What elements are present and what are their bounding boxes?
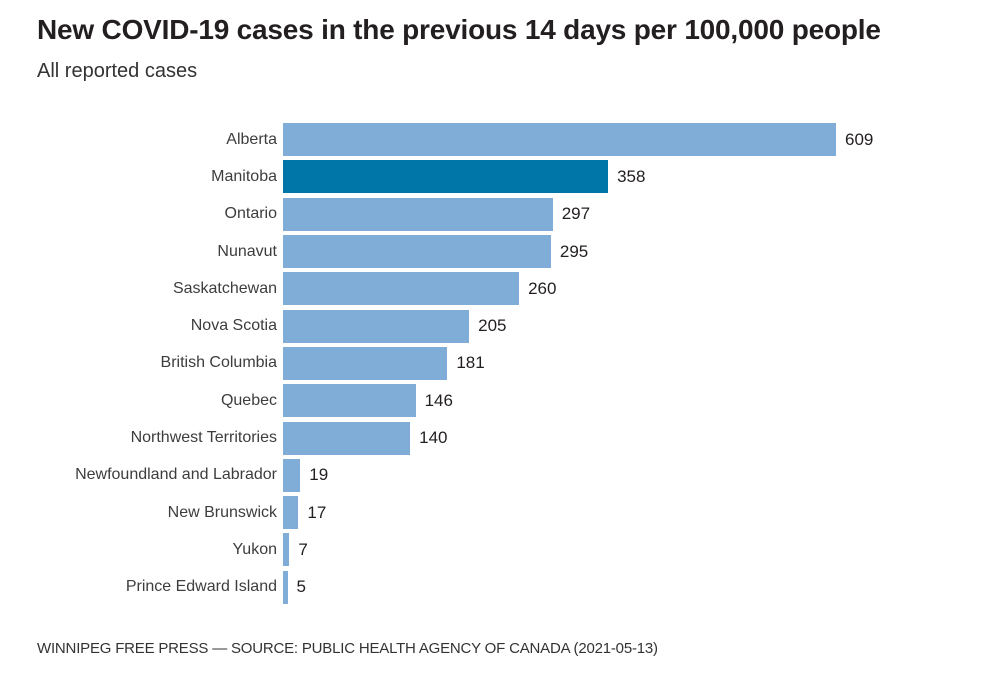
value-label: 609 (845, 129, 874, 149)
bar-highlighted (283, 160, 609, 194)
bar (283, 421, 411, 455)
bar-row: Newfoundland and Labrador 19 (0, 457, 1000, 494)
bar-rows: Alberta 609 Manitoba 358 Ontario 297 Nunavut 29… (0, 121, 1000, 606)
value-label: 140 (419, 428, 448, 448)
source-credit: WINNIPEG FREE PRESS — SOURCE: PUBLIC HEA… (37, 640, 658, 657)
value-label: 17 (307, 502, 327, 522)
bar (283, 384, 416, 418)
value-label: 19 (309, 465, 329, 485)
value-label: 260 (528, 278, 557, 298)
bar (283, 496, 299, 530)
value-label: 295 (559, 241, 589, 261)
category-label: Saskatchewan (172, 279, 277, 297)
bar (283, 123, 836, 157)
category-label: Alberta (226, 130, 277, 148)
category-label: Northwest Territories (130, 429, 277, 447)
bar (283, 570, 288, 604)
chart-subtitle: All reported cases (37, 60, 198, 82)
bar-row: Nunavut 295 (0, 233, 1000, 270)
bar-row: Yukon 7 (0, 531, 1000, 568)
value-label: 5 (296, 577, 306, 597)
bar-row: Manitoba 358 (0, 158, 1000, 195)
bar (283, 309, 470, 343)
value-label: 358 (617, 166, 646, 186)
category-label: Prince Edward Island (125, 578, 277, 596)
bar-row: Northwest Territories 140 (0, 419, 1000, 456)
category-label: Newfoundland and Labrador (75, 466, 277, 484)
category-label: New Brunswick (167, 503, 277, 521)
value-label: 205 (478, 316, 507, 336)
bar (283, 197, 553, 231)
bar-row: Saskatchewan 260 (0, 270, 1000, 307)
category-label: Nova Scotia (190, 317, 277, 335)
category-label: Yukon (232, 540, 277, 558)
bar-row: Ontario 297 (0, 196, 1000, 233)
category-label: Manitoba (211, 167, 277, 185)
bar (283, 272, 520, 306)
category-label: Ontario (224, 205, 277, 223)
category-label: British Columbia (160, 354, 277, 372)
bar-row: Prince Edward Island 5 (0, 569, 1000, 606)
bar (283, 458, 301, 492)
bar-row: British Columbia 181 (0, 345, 1000, 382)
bar-row: New Brunswick 17 (0, 494, 1000, 531)
value-label: 297 (561, 204, 591, 224)
bar-row: Quebec 146 (0, 382, 1000, 419)
value-label: 7 (298, 539, 308, 559)
category-label: Quebec (220, 391, 277, 409)
bar-row: Alberta 609 (0, 121, 1000, 158)
category-label: Nunavut (217, 242, 277, 260)
bar (283, 533, 290, 567)
value-label: 181 (456, 353, 485, 373)
bar-row: Nova Scotia 205 (0, 307, 1000, 344)
value-label: 146 (424, 390, 453, 410)
chart-title: New COVID-19 cases in the previous 14 da… (37, 14, 881, 45)
bar (283, 346, 448, 380)
bar (283, 235, 551, 269)
